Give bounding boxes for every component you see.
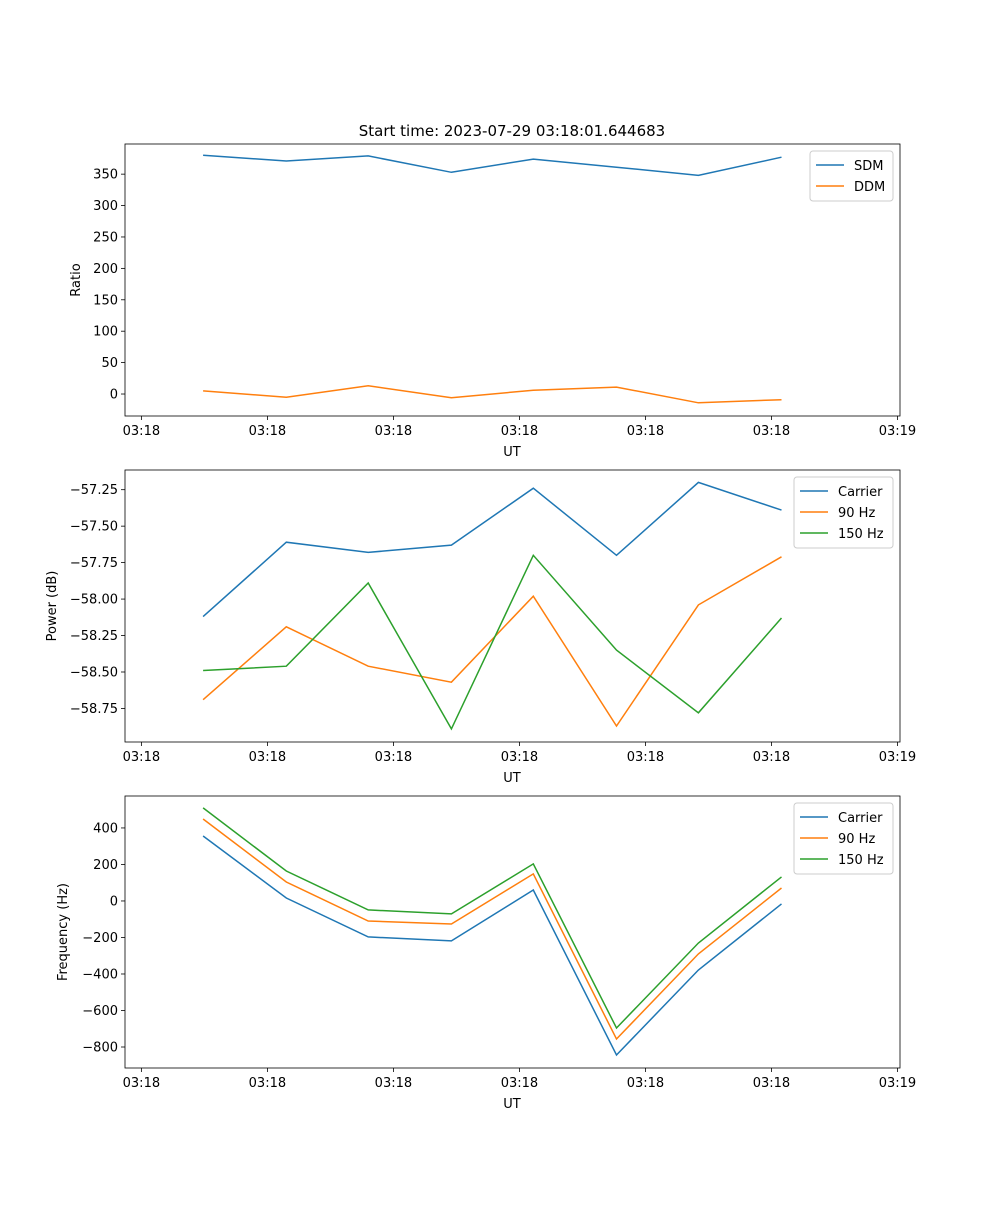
y-tick-label: −800 xyxy=(82,1041,118,1056)
legend: Carrier 90 Hz 150 Hz xyxy=(793,476,894,549)
y-tick-label: 400 xyxy=(93,821,118,836)
series-line-sdm xyxy=(203,154,782,177)
legend-label: SDM xyxy=(854,159,883,174)
legend-label: 90 Hz xyxy=(838,832,875,847)
y-axis-label: Power (dB) xyxy=(45,571,60,642)
x-tick-label: 03:18 xyxy=(753,424,790,439)
y-tick-label: −400 xyxy=(82,967,118,982)
y-tick-label: 150 xyxy=(93,293,118,308)
axes-frame xyxy=(124,143,901,417)
y-tick-label: −57.50 xyxy=(70,520,118,535)
series-line-90-hz xyxy=(202,818,782,1041)
y-tick-label: −58.00 xyxy=(70,593,118,608)
y-tick-label: 0 xyxy=(110,894,118,909)
axes-frame xyxy=(124,795,901,1069)
y-tick-label: −200 xyxy=(82,931,118,946)
y-axis-label: Frequency (Hz) xyxy=(56,883,71,981)
legend: SDM DDM xyxy=(809,150,894,202)
x-axis-label: UT xyxy=(503,1097,521,1112)
x-tick-label: 03:18 xyxy=(123,1076,160,1091)
series-line-90-hz xyxy=(202,556,782,728)
x-tick-label: 03:18 xyxy=(375,1076,412,1091)
x-tick-label: 03:18 xyxy=(249,1076,286,1091)
legend-label: Carrier xyxy=(838,485,883,500)
series-line-carrier xyxy=(202,835,782,1057)
x-tick-label: 03:18 xyxy=(123,424,160,439)
y-tick-label: 50 xyxy=(101,356,118,371)
subplot-1: 03:18 03:18 03:18 03:18 03:18 03:18 03:19 0 50 10… xyxy=(69,143,916,460)
y-axis-label: Ratio xyxy=(69,263,84,296)
y-tick-label: −600 xyxy=(82,1004,118,1019)
y-tick-label: −57.25 xyxy=(70,483,118,498)
x-axis-label: UT xyxy=(503,771,521,786)
x-tick-label: 03:19 xyxy=(879,424,916,439)
x-tick-label: 03:18 xyxy=(249,750,286,765)
x-tick-label: 03:18 xyxy=(501,750,538,765)
legend-label: DDM xyxy=(854,180,885,195)
x-tick-label: 03:18 xyxy=(123,750,160,765)
subplot-2: 03:18 03:18 03:18 03:18 03:18 03:18 03:19 −58.7… xyxy=(45,469,916,786)
subplot-3: 03:18 03:18 03:18 03:18 03:18 03:18 03:19 −800 −… xyxy=(56,795,916,1112)
x-axis-label: UT xyxy=(503,445,521,460)
x-tick-label: 03:18 xyxy=(501,424,538,439)
x-tick-label: 03:19 xyxy=(879,1076,916,1091)
x-tick-label: 03:19 xyxy=(879,750,916,765)
x-tick-label: 03:18 xyxy=(375,750,412,765)
y-tick-label: 200 xyxy=(93,262,118,277)
y-tick-label: −58.25 xyxy=(70,629,118,644)
axes-frame xyxy=(124,469,901,743)
legend-label: 150 Hz xyxy=(838,527,884,542)
x-tick-label: 03:18 xyxy=(753,750,790,765)
legend-box xyxy=(793,476,894,549)
legend-box xyxy=(793,802,894,875)
x-tick-label: 03:18 xyxy=(627,424,664,439)
y-tick-label: 350 xyxy=(93,168,118,183)
x-tick-label: 03:18 xyxy=(501,1076,538,1091)
y-tick-label: 100 xyxy=(93,325,118,340)
legend-label: 90 Hz xyxy=(838,506,875,521)
y-tick-label: −58.50 xyxy=(70,665,118,680)
y-tick-label: 200 xyxy=(93,858,118,873)
series-line-150-hz xyxy=(202,807,782,1030)
y-tick-label: −57.75 xyxy=(70,556,118,571)
legend-box xyxy=(809,150,894,202)
series-line-ddm xyxy=(203,385,782,404)
y-tick-label: 0 xyxy=(110,388,118,403)
legend-label: Carrier xyxy=(838,811,883,826)
chart-title: Start time: 2023-07-29 03:18:01.644683 xyxy=(359,122,665,140)
series-line-150-hz xyxy=(203,553,783,731)
y-tick-label: −58.75 xyxy=(70,702,118,717)
y-tick-label: 250 xyxy=(93,230,118,245)
x-tick-label: 03:18 xyxy=(753,1076,790,1091)
x-tick-label: 03:18 xyxy=(627,750,664,765)
y-tick-label: 300 xyxy=(93,199,118,214)
series-line-carrier xyxy=(202,481,782,618)
x-tick-label: 03:18 xyxy=(627,1076,664,1091)
x-tick-label: 03:18 xyxy=(375,424,412,439)
legend: Carrier 90 Hz 150 Hz xyxy=(793,802,894,875)
x-tick-label: 03:18 xyxy=(249,424,286,439)
legend-label: 150 Hz xyxy=(838,853,884,868)
